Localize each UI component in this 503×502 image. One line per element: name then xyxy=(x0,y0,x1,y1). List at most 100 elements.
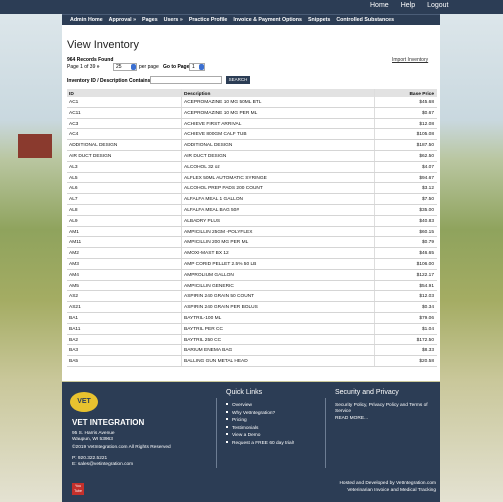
page-select[interactable]: 1 xyxy=(189,63,205,71)
security-title: Security and Privacy xyxy=(335,389,399,396)
cell-divider xyxy=(374,140,375,150)
phone: P: 920.322.5221 xyxy=(72,456,108,461)
cell-divider xyxy=(374,280,375,291)
cell-divider xyxy=(181,194,182,204)
cell-price: $0.79 xyxy=(421,240,434,246)
cell-id: AC11 xyxy=(69,110,81,116)
menu-item[interactable]: Approval » xyxy=(108,17,137,23)
cell-divider xyxy=(181,356,182,366)
quick-link[interactable]: Request a FREE 60 day trial! xyxy=(232,440,295,446)
table-row: AM1 AMPICILLIN 25GM -POLYFLEX $60.15 xyxy=(67,226,437,238)
cell-description: AIR DUCT DESIGN xyxy=(184,154,227,159)
cell-divider xyxy=(374,129,375,140)
footer: VET VET INTEGRATION 95 S. Harris Avenue … xyxy=(62,382,440,502)
youtube-icon[interactable]: You Tube xyxy=(72,483,84,495)
cell-divider xyxy=(374,356,375,366)
column-header: Description xyxy=(184,92,211,97)
menu-item[interactable]: Invoice & Payment Options xyxy=(233,17,302,23)
cell-description: ASPIRIN 240 GRAIN 50 COUNT xyxy=(184,294,255,300)
cell-divider xyxy=(181,89,182,99)
cell-divider xyxy=(181,280,182,291)
cell-price: $1.04 xyxy=(421,326,434,332)
menu-item[interactable]: Practice Profile xyxy=(188,17,228,23)
quick-link[interactable]: Why VetIntegration? xyxy=(232,410,276,416)
cell-divider xyxy=(374,345,375,356)
cell-price: $35.00 xyxy=(419,208,434,213)
cell-price: $20.58 xyxy=(419,359,434,365)
cell-description: ALFALFA MEAL 1 GALLON xyxy=(184,197,244,203)
top-nav-link[interactable]: Home xyxy=(370,2,389,9)
cell-divider xyxy=(374,161,375,172)
cell-id: AC4 xyxy=(69,132,79,138)
quick-link-item[interactable]: Why VetIntegration? xyxy=(226,411,294,419)
quick-link-item[interactable]: Pricing xyxy=(226,418,294,426)
quick-link[interactable]: Overview xyxy=(232,403,252,408)
quick-link[interactable]: Pricing xyxy=(232,418,247,423)
quick-link-item[interactable]: View a Demo xyxy=(226,433,294,441)
quick-link[interactable]: View a Demo xyxy=(232,433,261,438)
top-nav-link[interactable]: Help xyxy=(400,2,416,9)
menu-item[interactable]: Controlled Substances xyxy=(336,17,395,23)
menu-item[interactable]: Snippets xyxy=(307,17,331,23)
per-page-select[interactable]: 25 xyxy=(113,63,137,71)
cell-divider xyxy=(181,172,182,183)
quick-link-item[interactable]: Request a FREE 60 day trial! xyxy=(226,441,294,449)
table-row: AC3 ACHIEVE FIRST ARRIVAL $12.08 xyxy=(67,118,437,130)
search-button[interactable]: SEARCH xyxy=(226,76,250,84)
cell-divider xyxy=(181,107,182,118)
cell-description: ACEPROMAZINE 10 MG 50ML BTL xyxy=(184,100,262,105)
menu-bar: Admin Home Approval » Pages Users » Practice… xyxy=(62,14,440,25)
cell-divider xyxy=(181,248,182,258)
cell-id: AL7 xyxy=(69,197,78,203)
quick-link[interactable]: Testimonials xyxy=(232,425,259,431)
cell-divider xyxy=(181,259,182,269)
import-link[interactable]: Import Inventory xyxy=(392,57,429,63)
cell-description: AMOXI-MAST BX 12 xyxy=(184,251,229,257)
cell-price: $45.68 xyxy=(419,100,434,105)
cell-divider xyxy=(181,313,182,323)
cell-id: AM5 xyxy=(69,283,79,289)
email[interactable]: E: sales@vetintegration.com xyxy=(72,462,134,467)
address-line: Waupun, WI 53963 xyxy=(72,437,113,442)
cell-price: $7.50 xyxy=(421,197,434,203)
cell-description: AMP CORID PELLET 2.5% 50 LB xyxy=(184,262,257,267)
table-row: AM4 AMPROLIUM GALLON $122.17 xyxy=(67,269,437,281)
cell-divider xyxy=(181,345,182,356)
cell-id: AL8 xyxy=(69,208,78,213)
top-nav: Home Help Logout xyxy=(370,2,461,9)
cell-id: BA3 xyxy=(69,348,79,354)
table-row: BA1 BAYTRIL-100 ML $79.06 xyxy=(67,313,437,324)
menu-item[interactable]: Admin Home xyxy=(70,17,103,23)
cell-divider xyxy=(181,205,182,215)
cell-divider xyxy=(374,269,375,280)
cell-divider xyxy=(181,140,182,150)
hosted[interactable]: Hosted and Developed by VetIntegration.c… xyxy=(339,481,436,486)
cell-divider xyxy=(374,89,375,99)
column-header: Base Price xyxy=(409,92,434,97)
table-row: AS21 ASPIRIN 240 GRAIN PER BOLUS $0.34 xyxy=(67,302,437,313)
search-input[interactable] xyxy=(150,76,222,84)
table-row: AC4 ACHIEVE 800GM CALF TUB $105.08 xyxy=(67,129,437,141)
cell-price: $79.06 xyxy=(419,316,434,321)
menu-item[interactable]: Pages xyxy=(142,17,158,23)
cell-divider xyxy=(374,237,375,248)
column-header: ID xyxy=(69,92,74,97)
cell-price: $62.50 xyxy=(419,154,434,159)
bullet xyxy=(226,403,228,406)
cell-price: $106.00 xyxy=(416,262,434,267)
go-to-label: Go to Page xyxy=(163,64,190,70)
read-more[interactable]: READ MORE... xyxy=(335,416,369,421)
copyright: ©2019 VetIntegration.com All Rights Rese… xyxy=(72,445,171,450)
quick-link-item[interactable]: Overview xyxy=(226,403,294,411)
page-value: 1 xyxy=(192,64,195,70)
table-row: AL9 ALBADRY PLUS $40.83 xyxy=(67,215,437,227)
table-row: BA2 BAYTRIL 250 CC $172.50 xyxy=(67,334,437,346)
cell-divider xyxy=(374,183,375,194)
top-nav-link[interactable]: Logout xyxy=(427,2,449,9)
quick-link-item[interactable]: Testimonials xyxy=(226,426,294,434)
barn xyxy=(18,134,52,158)
next-page[interactable]: » xyxy=(96,64,100,70)
menu-item[interactable]: Users » xyxy=(163,17,183,23)
cell-id: BA2 xyxy=(69,337,79,343)
bullet xyxy=(226,440,228,443)
